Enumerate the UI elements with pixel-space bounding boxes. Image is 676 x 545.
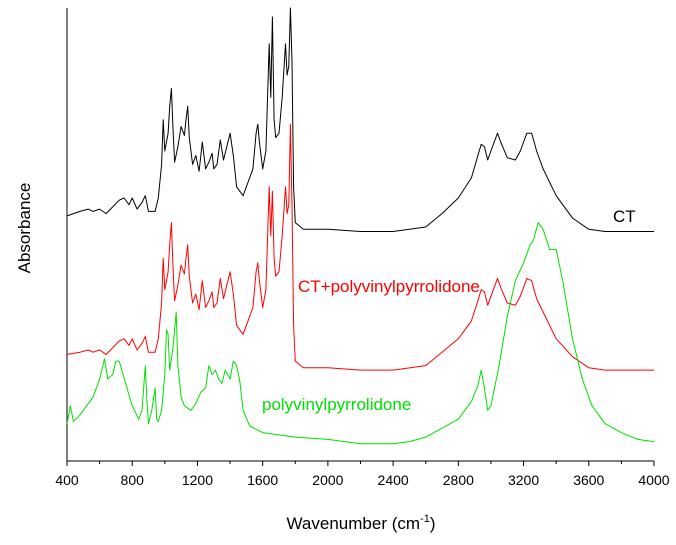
x-axis-title-main: Wavenumber (cm [287, 514, 421, 533]
x-axis-title-close: ) [430, 514, 436, 533]
x-tick-label: 1200 [182, 472, 213, 488]
series-lines [66, 7, 655, 445]
x-tick-label: 4000 [638, 472, 669, 488]
x-tick-label: 3600 [573, 472, 604, 488]
x-tick-label: 2800 [443, 472, 474, 488]
x-tick-label: 2000 [312, 472, 343, 488]
series-label-ct-pvp: CT+polyvinylpyrrolidone [298, 277, 480, 296]
series-line-ct [66, 7, 654, 232]
series-line-pvp [66, 222, 655, 445]
x-axis-title-superscript: -1 [420, 513, 430, 525]
series-label-ct: CT [613, 207, 636, 226]
y-axis-title: Absorbance [15, 183, 34, 274]
x-tick-label: 3200 [508, 472, 539, 488]
series-line-ct-pvp [66, 123, 654, 371]
x-axis-ticks: 400 800 1200 1600 2000 2400 2800 3200 3600 4000 [55, 461, 670, 488]
series-label-pvp: polyvinylpyrrolidone [262, 395, 411, 414]
x-tick-label: 1600 [247, 472, 278, 488]
x-tick-label: 400 [55, 472, 79, 488]
x-tick-label: 800 [121, 472, 145, 488]
x-axis-title: Wavenumber (cm-1) [287, 513, 436, 533]
x-tick-label: 2400 [378, 472, 409, 488]
